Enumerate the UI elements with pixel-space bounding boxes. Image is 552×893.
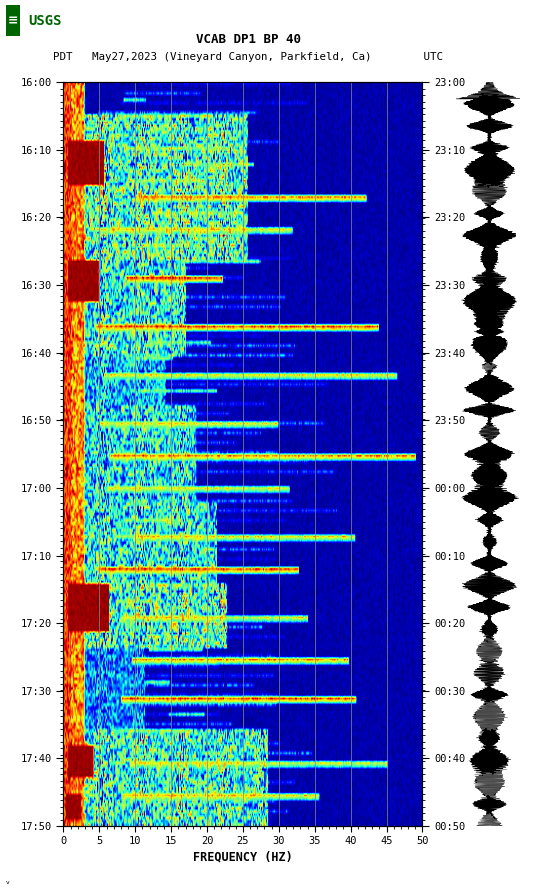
X-axis label: FREQUENCY (HZ): FREQUENCY (HZ)	[193, 851, 293, 864]
Text: ᵥ: ᵥ	[6, 876, 9, 886]
Text: VCAB DP1 BP 40: VCAB DP1 BP 40	[196, 33, 301, 46]
Text: ≡: ≡	[8, 14, 18, 27]
Text: USGS: USGS	[29, 13, 62, 28]
Bar	[6, 4, 20, 37]
Text: PDT   May27,2023 (Vineyard Canyon, Parkfield, Ca)        UTC: PDT May27,2023 (Vineyard Canyon, Parkfie…	[54, 52, 443, 62]
